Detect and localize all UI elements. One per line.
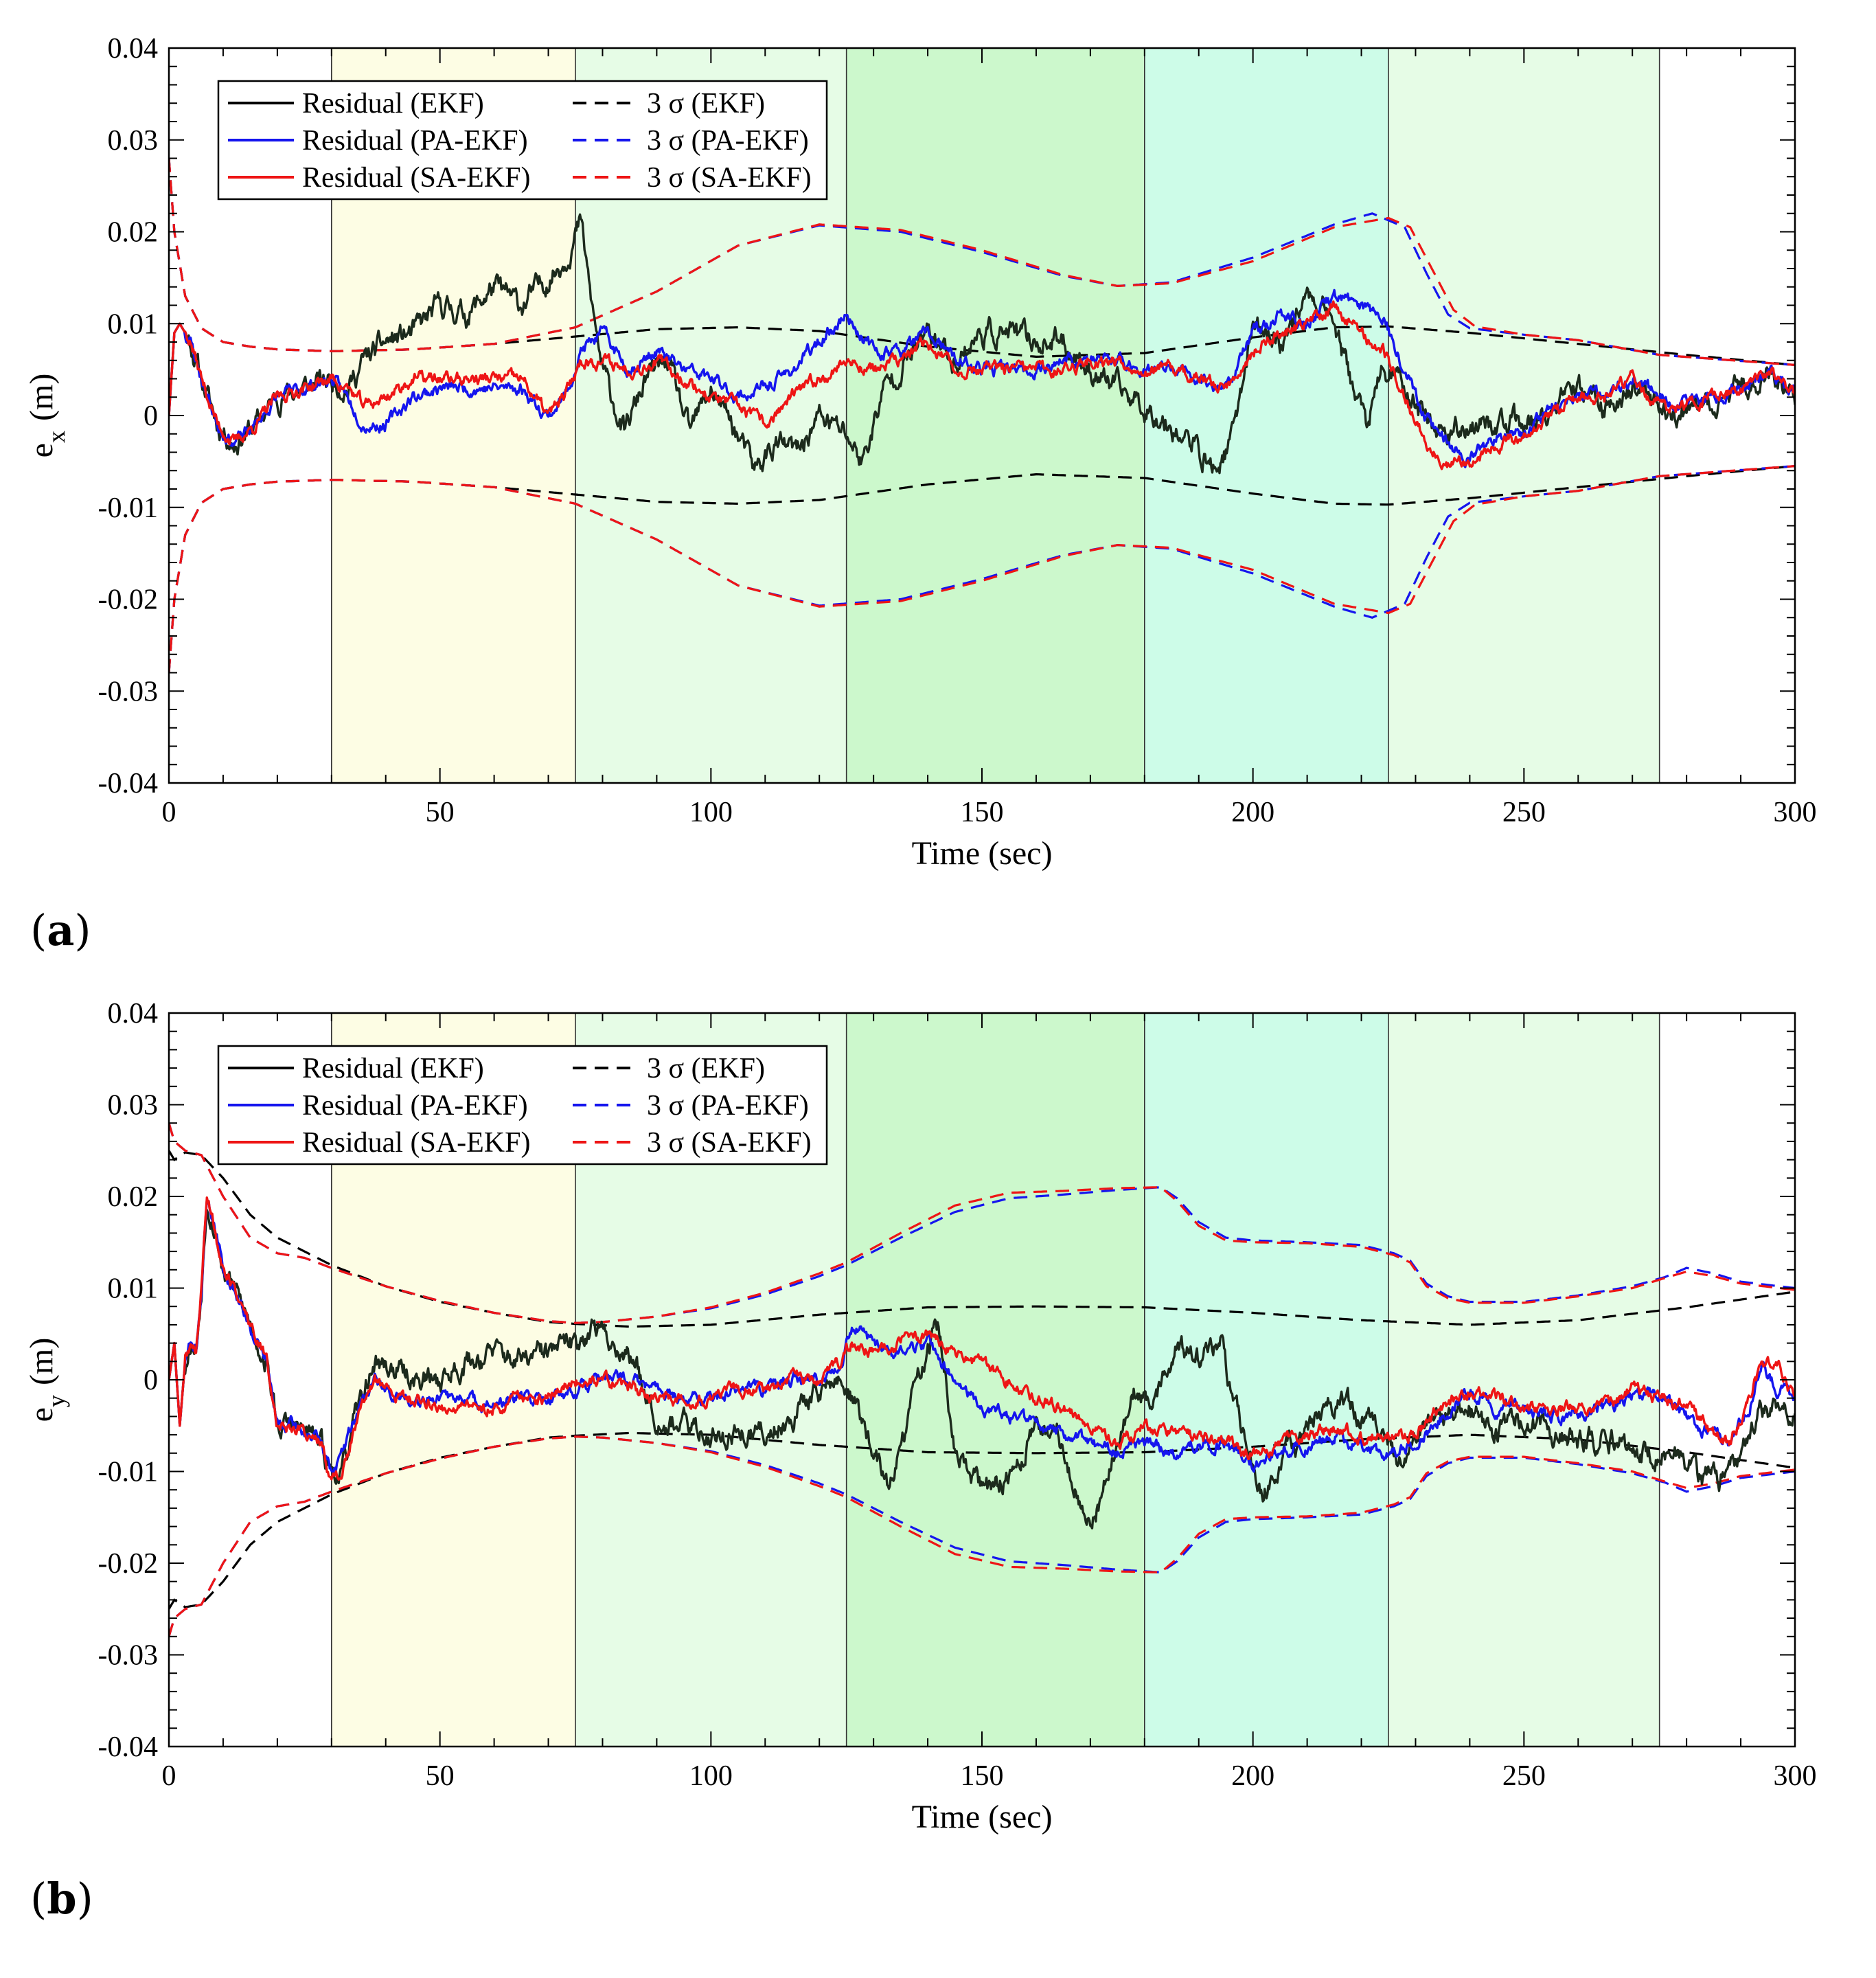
sigma-bound-upper — [169, 158, 1795, 366]
x-tick-label: 200 — [1231, 797, 1274, 828]
y-tick-label: -0.03 — [98, 1640, 159, 1672]
x-tick-label: 300 — [1774, 1760, 1817, 1792]
legend: Residual (EKF) 3 σ (EKF) Residual (PA-EKF)… — [217, 80, 828, 201]
x-tick-label: 150 — [961, 797, 1004, 828]
legend-entry-label: 3 σ (PA-EKF) — [647, 125, 809, 157]
y-tick-label: 0.01 — [108, 1273, 159, 1305]
panel-label-b: (b) — [30, 1874, 93, 1924]
legend-entry-label: Residual (SA-EKF) — [302, 1127, 530, 1159]
y-tick-label: -0.01 — [98, 492, 159, 524]
x-axis-label: Time (sec) — [912, 1799, 1053, 1835]
y-tick-label: -0.02 — [98, 1548, 159, 1580]
y-tick-label: 0.02 — [108, 1181, 159, 1213]
panel-label-a: (a) — [30, 905, 91, 955]
x-tick-label: 300 — [1774, 797, 1817, 828]
legend: Residual (EKF) 3 σ (EKF) Residual (PA-EKF)… — [217, 1045, 828, 1166]
sigma-bound-lower — [169, 465, 1795, 673]
sigma-bound-upper — [169, 1150, 1795, 1328]
residual-line — [169, 300, 1795, 470]
sigma-bound-upper — [169, 1122, 1795, 1324]
legend-entry-label: 3 σ (PA-EKF) — [647, 1090, 809, 1122]
region-band — [846, 1013, 1145, 1747]
region-band — [1144, 1013, 1388, 1747]
plot-area — [169, 1122, 1795, 1637]
legend-entry-label: Residual (PA-EKF) — [302, 125, 528, 157]
legend-box — [217, 1045, 828, 1166]
y-axis-label-unit: (m) — [23, 374, 60, 421]
chart-a: 0 50 100 150 200 250 300 -0.04 -0.03 -0.02 -0.01 0 0… — [23, 33, 1817, 872]
x-tick-label: 0 — [162, 797, 176, 828]
x-tick-label: 200 — [1231, 1760, 1274, 1792]
legend-entry-label: 3 σ (SA-EKF) — [647, 1127, 812, 1159]
y-tick-label: 0 — [144, 1365, 158, 1396]
sigma-bound-lower — [169, 1435, 1795, 1637]
y-tick-label: 0.04 — [108, 998, 159, 1030]
y-tick-label: 0.03 — [108, 1090, 159, 1122]
x-tick-label: 50 — [426, 1760, 455, 1792]
y-axis-label-sub: x — [43, 431, 70, 443]
legend-entry-label: 3 σ (EKF) — [647, 1053, 765, 1084]
y-tick-label: -0.04 — [98, 1731, 159, 1763]
y-axis-label-main: e — [23, 1407, 60, 1422]
y-axis-label: ex (m) — [23, 374, 70, 458]
x-tick-label: 100 — [689, 1760, 733, 1792]
y-tick-label: -0.01 — [98, 1457, 159, 1488]
y-tick-label: 0.03 — [108, 125, 159, 157]
legend-entry-label: Residual (SA-EKF) — [302, 162, 530, 194]
y-tick-label: -0.04 — [98, 768, 159, 799]
x-tick-label: 50 — [426, 797, 455, 828]
x-tick-label: 0 — [162, 1760, 176, 1792]
y-tick-label: 0.02 — [108, 217, 159, 249]
x-tick-label: 250 — [1502, 797, 1546, 828]
legend-entry-label: 3 σ (SA-EKF) — [647, 162, 812, 194]
region-band — [1388, 48, 1660, 783]
sigma-bound-lower — [169, 1435, 1795, 1637]
legend-entry-label: 3 σ (EKF) — [647, 88, 765, 120]
residual-line — [169, 1196, 1795, 1481]
x-axis-label: Time (sec) — [912, 835, 1053, 872]
x-tick-label: 150 — [961, 1760, 1004, 1792]
y-axis-label: ey (m) — [23, 1338, 70, 1422]
y-tick-label: -0.02 — [98, 584, 159, 616]
region-band — [1144, 48, 1388, 783]
region-band — [846, 48, 1145, 783]
chart-b: 0 50 100 150 200 250 300 -0.04 -0.03 -0.02 -0.01 0 0… — [23, 998, 1817, 1835]
residual-line — [169, 1209, 1795, 1530]
legend-entry-label: Residual (EKF) — [302, 88, 484, 120]
region-band — [1388, 1013, 1660, 1747]
x-tick-label: 250 — [1502, 1760, 1546, 1792]
legend-entry-label: Residual (PA-EKF) — [302, 1090, 528, 1122]
y-tick-label: 0.01 — [108, 308, 159, 340]
y-tick-label: 0.04 — [108, 33, 159, 65]
sigma-bound-upper — [169, 1122, 1795, 1324]
y-axis-label-sub: y — [43, 1395, 70, 1407]
legend-entry-label: Residual (EKF) — [302, 1053, 484, 1084]
x-tick-label: 100 — [689, 797, 733, 828]
y-axis-label-main: e — [23, 443, 60, 457]
plot-area — [169, 158, 1795, 673]
y-tick-label: 0 — [144, 400, 158, 432]
y-axis-label-unit: (m) — [23, 1338, 60, 1385]
legend-box — [217, 80, 828, 201]
y-tick-label: -0.03 — [98, 676, 159, 707]
